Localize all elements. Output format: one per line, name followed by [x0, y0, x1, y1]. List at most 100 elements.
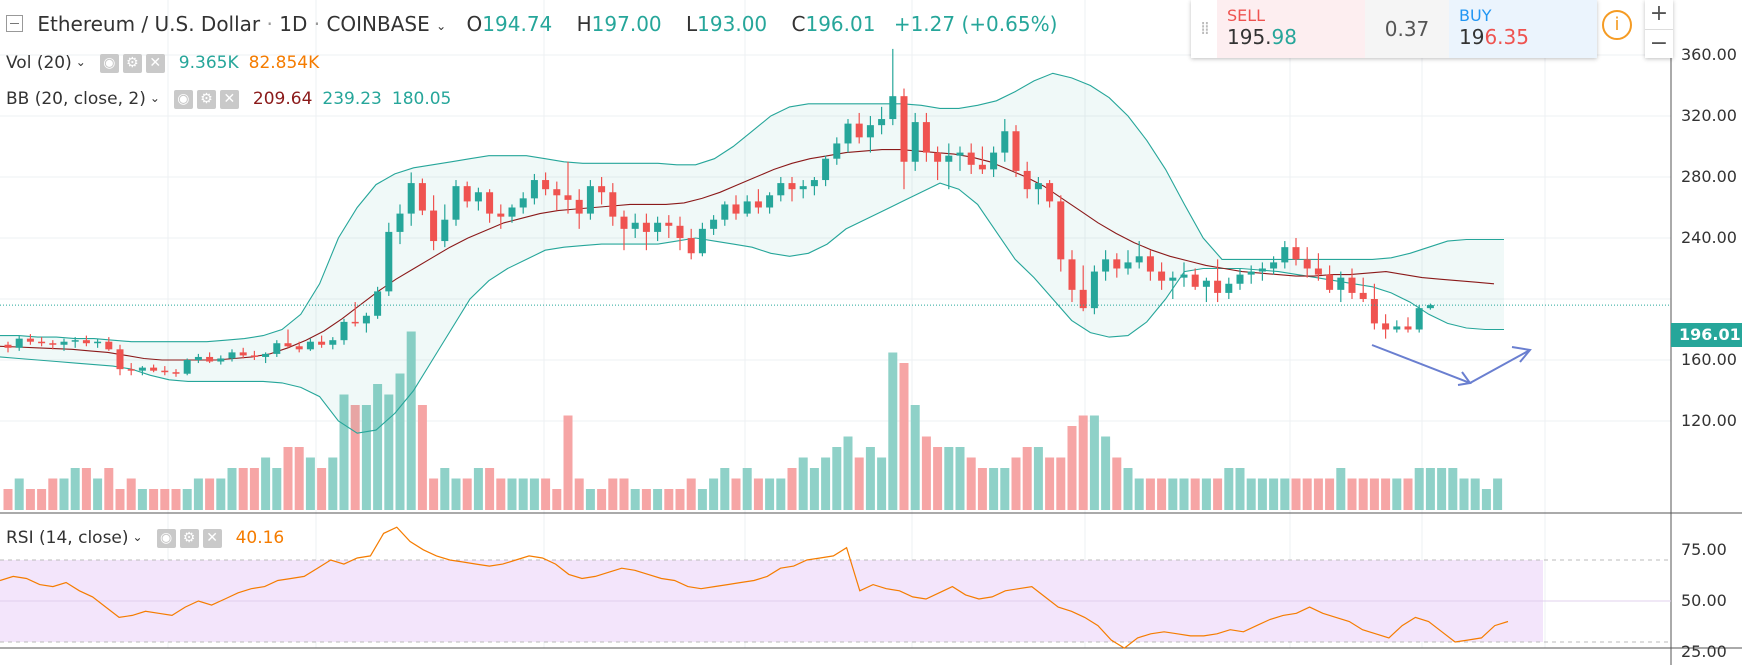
volume-bar: [272, 468, 282, 510]
close-icon[interactable]: ✕: [145, 53, 165, 73]
bb-basis-value: 209.64: [252, 89, 313, 109]
chevron-down-icon[interactable]: ⌄: [132, 530, 143, 544]
gear-icon[interactable]: ⚙: [122, 53, 142, 73]
info-icon[interactable]: i: [1602, 10, 1632, 40]
bb-legend-name[interactable]: BB (20, close, 2): [6, 89, 146, 109]
close-icon[interactable]: ✕: [219, 89, 239, 109]
volume-bar: [1246, 478, 1256, 510]
candle-body: [1135, 256, 1143, 263]
volume-bar: [1257, 478, 1267, 510]
volume-bar: [70, 468, 80, 510]
rsi-axis-label: 25.00: [1681, 642, 1727, 662]
candle-body: [1426, 305, 1434, 309]
candle-body: [866, 125, 874, 138]
volume-bar: [798, 457, 808, 510]
volume-bar: [1336, 468, 1346, 510]
candle-body: [1214, 280, 1222, 293]
volume-bar: [261, 457, 271, 510]
candle-body: [1370, 299, 1378, 324]
volume-bar: [720, 468, 730, 510]
volume-legend: Vol (20) ⌄ ◉ ⚙ ✕ 9.365K 82.854K: [6, 53, 319, 73]
volume-bar: [137, 489, 147, 510]
gear-icon[interactable]: ⚙: [196, 89, 216, 109]
volume-bar: [149, 489, 159, 510]
volume-legend-name[interactable]: Vol (20): [6, 53, 72, 73]
volume-bar: [1347, 478, 1357, 510]
volume-bar: [1224, 468, 1234, 510]
zoom-out-button[interactable]: −: [1649, 31, 1669, 56]
zoom-controls: + −: [1645, 0, 1673, 58]
symbol-name[interactable]: Ethereum / U.S. Dollar: [37, 12, 261, 36]
candle-body: [217, 358, 225, 362]
zoom-in-button[interactable]: +: [1645, 0, 1673, 30]
candle-body: [743, 201, 751, 214]
chevron-down-icon[interactable]: ⌄: [75, 55, 86, 69]
candle-body: [306, 341, 314, 350]
volume-bar: [1112, 457, 1122, 510]
close-icon[interactable]: ✕: [202, 528, 222, 548]
candle-body: [1258, 268, 1266, 272]
volume-bar: [496, 478, 506, 510]
volume-bar: [1459, 478, 1469, 510]
candle-body: [262, 353, 270, 357]
gear-icon[interactable]: ⚙: [179, 528, 199, 548]
volume-bar: [395, 373, 405, 510]
candle-body: [766, 195, 774, 208]
candle-body: [922, 122, 930, 153]
volume-bar: [384, 394, 394, 510]
volume-bar: [417, 405, 427, 510]
candle-body: [710, 219, 718, 229]
volume-bar: [1291, 478, 1301, 510]
rsi-legend-name[interactable]: RSI (14, close): [6, 528, 129, 548]
candle-body: [94, 341, 102, 344]
sell-button[interactable]: SELL 195.98: [1217, 0, 1365, 58]
candle-body: [788, 183, 796, 190]
candle-body: [1314, 268, 1322, 275]
volume-bar: [664, 489, 674, 510]
eye-icon[interactable]: ◉: [173, 89, 193, 109]
volume-bar: [1414, 468, 1424, 510]
candle-body: [71, 340, 79, 342]
eye-icon[interactable]: ◉: [156, 528, 176, 548]
volume-bar: [1280, 478, 1290, 510]
price-axis-label: 320.00: [1681, 106, 1737, 125]
bb-upper-value: 239.23: [322, 89, 382, 109]
buy-price: 196.35: [1459, 25, 1529, 49]
drag-handle-icon[interactable]: ⁞⁞: [1200, 18, 1209, 39]
volume-bar: [653, 489, 663, 510]
volume-bar: [731, 478, 741, 510]
volume-bar: [1448, 468, 1458, 510]
volume-bar: [697, 489, 707, 510]
volume-bar: [160, 489, 170, 510]
arrow-head-up: [1511, 346, 1532, 363]
volume-bar: [361, 405, 371, 510]
volume-bar: [709, 478, 719, 510]
volume-bar: [1201, 478, 1211, 510]
volume-bar: [1067, 426, 1077, 510]
collapse-icon[interactable]: [6, 15, 23, 32]
candle-body: [978, 164, 986, 170]
interval-label[interactable]: 1D: [279, 12, 308, 36]
candle-body: [250, 355, 258, 357]
candle-body: [810, 180, 818, 187]
volume-bar: [1033, 447, 1043, 510]
eye-icon[interactable]: ◉: [99, 53, 119, 73]
candle-body: [351, 321, 359, 324]
volume-bar: [1045, 457, 1055, 510]
chevron-down-icon[interactable]: ⌄: [436, 19, 447, 33]
candle-body: [497, 213, 505, 217]
candle-body: [642, 222, 650, 232]
rsi-value: 40.16: [235, 528, 285, 548]
candle-body: [676, 225, 684, 238]
chevron-down-icon[interactable]: ⌄: [149, 91, 160, 105]
ohlc-high: H197.00: [576, 12, 662, 36]
candle-body: [542, 180, 550, 190]
volume-ma-value: 82.854K: [248, 53, 320, 73]
buy-button[interactable]: BUY 196.35: [1449, 0, 1597, 58]
candle-body: [598, 186, 606, 193]
candle-body: [1068, 259, 1076, 290]
volume-bar: [451, 478, 461, 510]
volume-bar: [126, 478, 136, 510]
candle-body: [284, 343, 292, 347]
